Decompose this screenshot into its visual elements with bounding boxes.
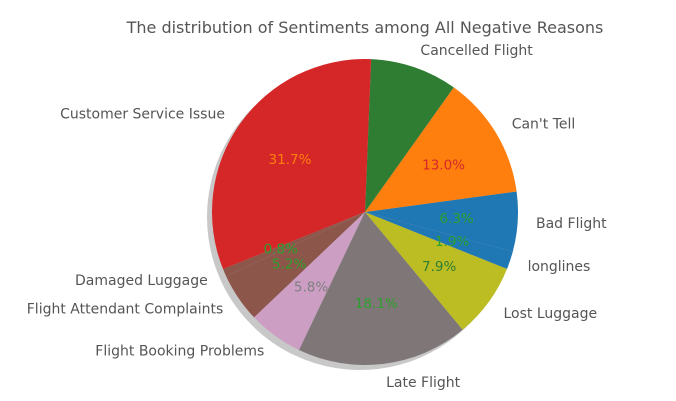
label-late-flight: Late Flight — [386, 375, 461, 391]
pct-customer-service-issue: 31.7% — [269, 152, 312, 168]
pie-labels: Bad Flight Can't Tell Cancelled Flight Cust… — [27, 43, 607, 391]
pct-late-flight: 18.1% — [355, 296, 398, 312]
slice-bad-flight — [365, 191, 518, 252]
pct-damaged-luggage: 0.8% — [264, 241, 298, 257]
label-flight-attendant-complaints: Flight Attendant Complaints — [27, 301, 224, 317]
pie-percent-labels: 6.3% 13.0% 31.7% 0.8%5.2% 5.8% 18.1% 7.9% 1.9% — [264, 152, 474, 312]
slice-flight-booking-problems — [254, 212, 365, 351]
pct-flight-booking-problems: 5.8% — [294, 279, 328, 295]
slice-can-t-tell — [365, 87, 517, 212]
pct-can-t-tell: 13.0% — [422, 158, 465, 174]
pct-longlines: 1.9% — [435, 234, 469, 250]
label-can-t-tell: Can't Tell — [512, 116, 576, 132]
pct-lost-luggage: 7.9% — [422, 259, 456, 275]
label-customer-service-issue: Customer Service Issue — [60, 106, 225, 122]
slice-longlines — [365, 212, 513, 269]
slice-cancelled-flight — [365, 59, 454, 212]
pct-flight-attendant-complaints: 5.2% — [272, 257, 306, 273]
chart-title: The distribution of Sentiments among All… — [126, 18, 604, 37]
slice-lost-luggage — [365, 212, 508, 330]
slice-damaged-luggage — [223, 212, 365, 277]
pie-slices — [212, 58, 518, 365]
slice-customer-service-issue — [212, 58, 372, 270]
label-lost-luggage: Lost Luggage — [503, 306, 597, 322]
label-bad-flight: Bad Flight — [536, 216, 607, 232]
pct-bad-flight: 6.3% — [439, 211, 473, 227]
label-longlines: longlines — [528, 259, 591, 275]
label-flight-booking-problems: Flight Booking Problems — [95, 344, 264, 360]
slice-flight-attendant-complaints — [226, 212, 365, 318]
label-damaged-luggage: Damaged Luggage — [75, 273, 208, 289]
label-cancelled-flight: Cancelled Flight — [420, 43, 533, 59]
slice-late-flight — [299, 212, 463, 365]
